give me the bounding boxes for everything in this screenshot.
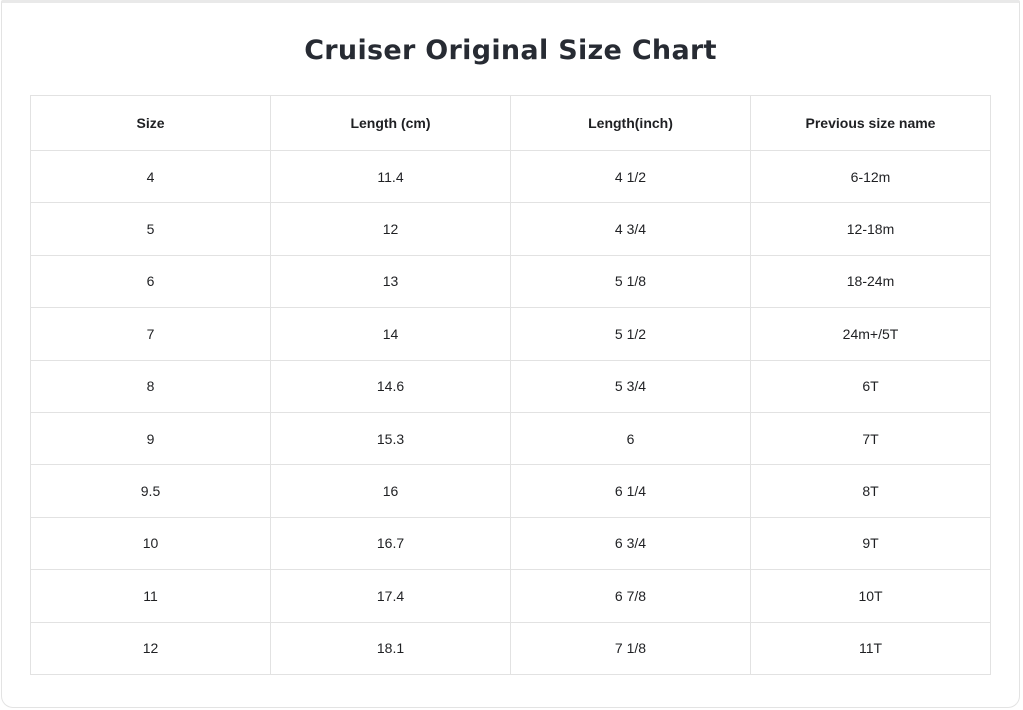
table-row: 10 16.7 6 3/4 9T <box>30 516 991 571</box>
table-row: 9.5 16 6 1/4 8T <box>30 464 991 518</box>
page-title: Cruiser Original Size Chart <box>304 35 717 66</box>
table-cell: 4 1/2 <box>510 149 751 204</box>
table-cell: 7T <box>750 411 991 466</box>
table-cell: 24m+/5T <box>750 307 991 361</box>
table-row: 12 18.1 7 1/8 11T <box>30 621 991 675</box>
table-cell: 8 <box>30 359 271 413</box>
table-cell: 13 <box>270 254 511 309</box>
table-cell: 7 1/8 <box>510 621 751 675</box>
column-header-length-inch: Length(inch) <box>510 95 751 151</box>
table-cell: 8T <box>750 464 991 518</box>
table-cell: 12 <box>270 202 511 256</box>
table-row: 6 13 5 1/8 18-24m <box>30 254 991 309</box>
header-row: Size Length (cm) Length(inch) Previous s… <box>30 95 991 151</box>
table-cell: 18.1 <box>270 621 511 675</box>
table-cell: 14.6 <box>270 359 511 413</box>
table-cell: 12 <box>30 621 271 675</box>
column-header-previous-size-name: Previous size name <box>750 95 991 151</box>
table-row: 11 17.4 6 7/8 10T <box>30 569 991 623</box>
table-row: 7 14 5 1/2 24m+/5T <box>30 307 991 361</box>
table-cell: 18-24m <box>750 254 991 309</box>
column-header-length-cm: Length (cm) <box>270 95 511 151</box>
table-cell: 10T <box>750 569 991 623</box>
table-cell: 5 3/4 <box>510 359 751 413</box>
table-cell: 9.5 <box>30 464 271 518</box>
table-row: 5 12 4 3/4 12-18m <box>30 202 991 256</box>
table-cell: 16 <box>270 464 511 518</box>
table-cell: 10 <box>30 516 271 571</box>
table-cell: 12-18m <box>750 202 991 256</box>
table-cell: 4 3/4 <box>510 202 751 256</box>
table-cell: 17.4 <box>270 569 511 623</box>
size-chart-table: Size Length (cm) Length(inch) Previous s… <box>30 95 991 675</box>
table-row: 9 15.3 6 7T <box>30 411 991 466</box>
table-cell: 9 <box>30 411 271 466</box>
table-cell: 11 <box>30 569 271 623</box>
column-header-size: Size <box>30 95 271 151</box>
table-cell: 11T <box>750 621 991 675</box>
table-cell: 6-12m <box>750 149 991 204</box>
table-cell: 6 7/8 <box>510 569 751 623</box>
table-cell: 5 1/8 <box>510 254 751 309</box>
table-cell: 4 <box>30 149 271 204</box>
table-cell: 7 <box>30 307 271 361</box>
table-cell: 16.7 <box>270 516 511 571</box>
table-cell: 11.4 <box>270 149 511 204</box>
table-cell: 14 <box>270 307 511 361</box>
table-cell: 6 3/4 <box>510 516 751 571</box>
table-row: 8 14.6 5 3/4 6T <box>30 359 991 413</box>
table-cell: 5 <box>30 202 271 256</box>
table-cell: 6T <box>750 359 991 413</box>
table-cell: 6 1/4 <box>510 464 751 518</box>
table-cell: 6 <box>30 254 271 309</box>
table-cell: 9T <box>750 516 991 571</box>
table-row: 4 11.4 4 1/2 6-12m <box>30 149 991 204</box>
table-cell: 5 1/2 <box>510 307 751 361</box>
table-cell: 6 <box>510 411 751 466</box>
table-cell: 15.3 <box>270 411 511 466</box>
